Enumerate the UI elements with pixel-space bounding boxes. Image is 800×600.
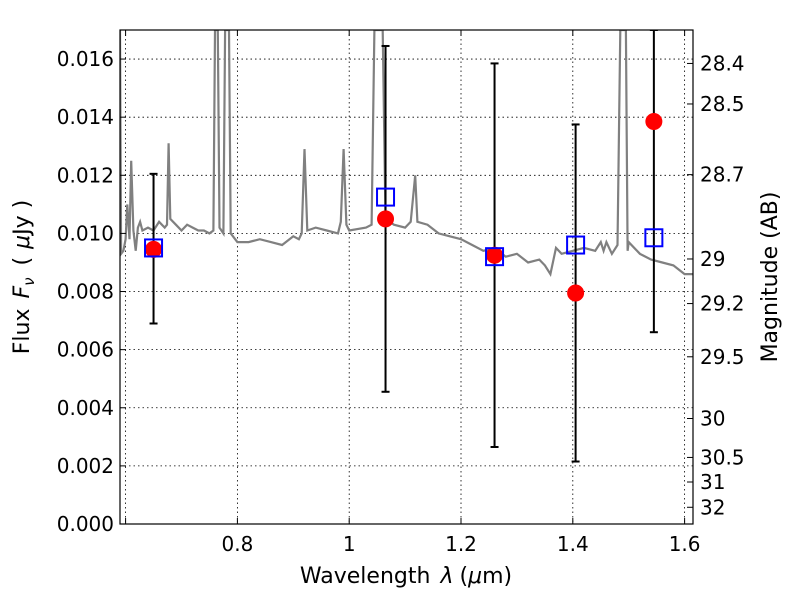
x-tick-label: 1: [343, 532, 356, 556]
right-tick-label: 28.7: [700, 163, 745, 187]
y-tick-label: 0.006: [57, 338, 114, 362]
plot-frame: [119, 29, 694, 525]
right-axis-title: Magnitude (AB): [758, 192, 783, 363]
x-tick-label: 0.8: [221, 532, 253, 556]
y-tick-label: 0.016: [57, 47, 114, 71]
observed-point: [145, 240, 163, 258]
observed-point: [486, 246, 504, 264]
y-tick-label: 0.002: [57, 454, 114, 478]
model-point: [644, 228, 664, 248]
model-spectrum-line: [120, 30, 693, 277]
model-point: [144, 238, 164, 258]
model-point: [485, 247, 505, 267]
y-tick-label: 0.012: [57, 163, 114, 187]
plot-area: [120, 30, 693, 463]
y-axis-title: FluxFν(μJy ): [10, 200, 38, 354]
y-tick-label: 0.004: [57, 396, 114, 420]
observed-point: [377, 210, 395, 228]
x-tick-label: 1.2: [445, 532, 477, 556]
x-tick-label: 1.4: [557, 532, 589, 556]
y-axis-ticks: 0.000 0.002 0.004 0.006 0.008 0.010 0.012 0.014…: [57, 47, 126, 536]
error-bars: [149, 30, 658, 463]
right-tick-label: 29.2: [700, 292, 745, 316]
y-tick-label: 0.010: [57, 221, 114, 245]
model-points: [144, 187, 664, 267]
y-tick-label: 0.008: [57, 280, 114, 304]
right-tick-label: 30.5: [700, 445, 745, 469]
right-tick-label: 31: [700, 470, 725, 494]
observed-point: [645, 113, 663, 131]
right-tick-label: 29: [700, 247, 725, 271]
model-point: [566, 235, 586, 255]
model-point: [376, 187, 396, 207]
right-tick-label: 28.5: [700, 92, 745, 116]
x-axis-title: Wavelength λ (μm): [300, 564, 512, 589]
x-tick-label: 1.6: [669, 532, 701, 556]
right-tick-label: 29.5: [700, 345, 745, 369]
y-tick-label: 0.000: [57, 512, 114, 536]
y-tick-label: 0.014: [57, 105, 114, 129]
right-tick-label: 30: [700, 406, 725, 430]
right-tick-label: 28.4: [700, 51, 745, 75]
observed-point: [567, 284, 585, 302]
grid: [120, 30, 693, 525]
right-tick-label: 32: [700, 495, 725, 519]
x-axis-ticks: 0.8 1 1.2 1.4 1.6: [125, 30, 701, 556]
